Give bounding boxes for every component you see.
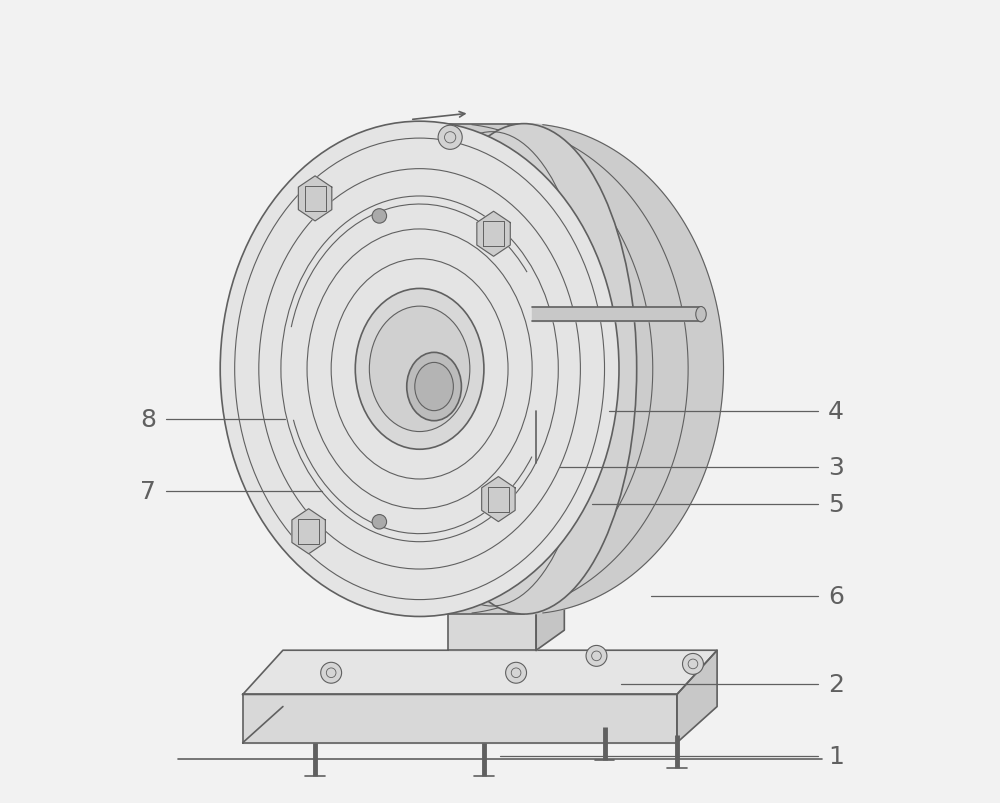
Ellipse shape xyxy=(412,124,637,614)
Ellipse shape xyxy=(355,289,484,450)
Circle shape xyxy=(372,210,387,224)
Ellipse shape xyxy=(407,353,461,421)
Circle shape xyxy=(438,126,462,150)
Polygon shape xyxy=(477,212,510,257)
Polygon shape xyxy=(292,509,325,554)
Text: 2: 2 xyxy=(828,672,844,696)
Circle shape xyxy=(372,515,387,529)
Circle shape xyxy=(506,662,527,683)
Text: 5: 5 xyxy=(828,492,844,516)
Text: 3: 3 xyxy=(828,455,844,479)
Polygon shape xyxy=(243,695,677,743)
Polygon shape xyxy=(448,434,564,454)
Polygon shape xyxy=(298,177,332,222)
Ellipse shape xyxy=(369,307,470,432)
Polygon shape xyxy=(677,650,717,743)
Text: 4: 4 xyxy=(828,399,844,423)
Text: 7: 7 xyxy=(140,479,156,503)
Polygon shape xyxy=(482,477,515,522)
Polygon shape xyxy=(536,434,564,650)
Polygon shape xyxy=(532,308,701,322)
Circle shape xyxy=(683,654,703,675)
Text: 8: 8 xyxy=(140,407,156,431)
Polygon shape xyxy=(243,650,717,695)
Polygon shape xyxy=(432,125,724,613)
Polygon shape xyxy=(605,347,633,454)
Polygon shape xyxy=(448,454,536,650)
Polygon shape xyxy=(400,347,633,365)
Ellipse shape xyxy=(220,122,619,617)
Circle shape xyxy=(321,662,342,683)
Ellipse shape xyxy=(696,307,706,322)
Text: 6: 6 xyxy=(828,584,844,608)
Polygon shape xyxy=(400,365,605,454)
Text: 1: 1 xyxy=(828,744,844,768)
Ellipse shape xyxy=(415,363,453,411)
Circle shape xyxy=(586,646,607,666)
